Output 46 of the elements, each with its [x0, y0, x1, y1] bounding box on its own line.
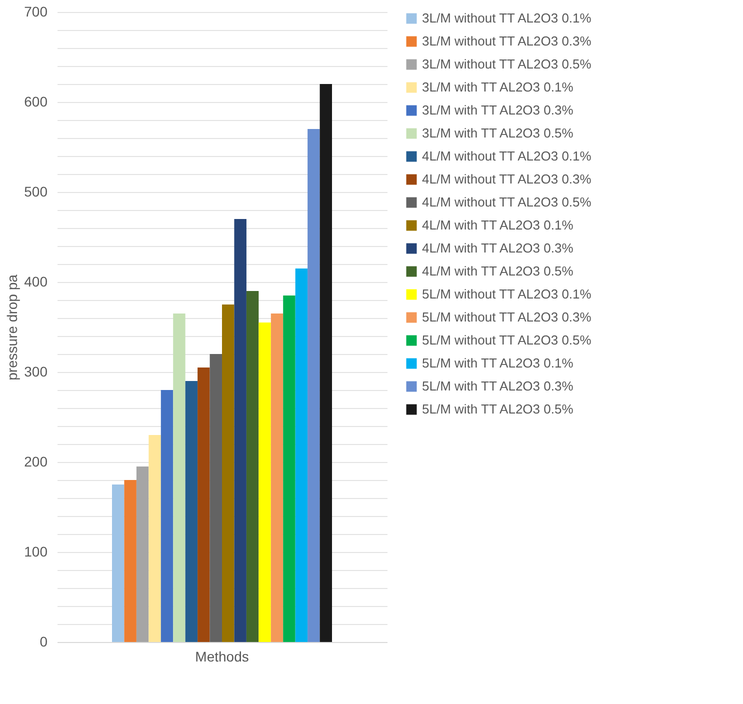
y-axis-title: pressure drop pa [4, 274, 20, 380]
bar [320, 84, 332, 642]
bar [295, 268, 308, 642]
y-tick-label: 700 [24, 4, 48, 20]
bar [160, 390, 174, 642]
bar [258, 322, 271, 642]
bar [148, 435, 161, 642]
y-tick-label: 0 [40, 634, 48, 650]
bar [124, 480, 136, 642]
x-tick-label: Methods [195, 648, 249, 664]
bar [246, 291, 259, 642]
legend-label: 4L/M with TT AL2O3 0.5% [422, 264, 574, 278]
y-tick-label: 500 [24, 184, 48, 200]
bar [308, 129, 320, 642]
y-tick-label: 600 [24, 94, 48, 110]
legend-label: 3L/M with TT AL2O3 0.3% [422, 102, 574, 118]
legend-label: 3L/M without TT AL2O3 0.1% [422, 10, 592, 26]
legend-label: 3L/M with TT AL2O3 0.1% [422, 80, 574, 94]
bar [173, 314, 186, 642]
legend-label: 5L/M without TT AL2O3 0.5% [422, 332, 592, 348]
legend-label: 5L/M with TT AL2O3 0.3% [422, 378, 574, 394]
legend-label: 5L/M with TT AL2O3 0.5% [422, 402, 574, 416]
y-tick-label: 400 [24, 274, 48, 290]
legend-label: 5L/M with TT AL2O3 0.1% [422, 356, 574, 370]
legend-label: 4L/M without TT AL2O3 0.3% [422, 172, 592, 186]
legend-label: 4L/M with TT AL2O3 0.1% [422, 218, 574, 232]
y-tick-label: 100 [24, 544, 48, 560]
y-tick-label: 300 [24, 364, 48, 380]
bar [210, 354, 222, 642]
bar [136, 466, 149, 642]
bar [283, 296, 296, 642]
bar [185, 381, 198, 642]
bar [198, 368, 210, 642]
legend-label: 5L/M without TT AL2O3 0.1% [422, 286, 592, 302]
bar [270, 314, 284, 642]
legend-label: 4L/M without TT AL2O3 0.1% [422, 148, 592, 164]
legend-label: 4L/M without TT AL2O3 0.5% [422, 194, 592, 210]
legend-label: 3L/M without TT AL2O3 0.3% [422, 34, 592, 48]
legend-label: 4L/M with TT AL2O3 0.3% [422, 240, 574, 256]
legend-label: 3L/M without TT AL2O3 0.5% [422, 56, 592, 72]
bar [222, 304, 234, 642]
legend-label: 5L/M without TT AL2O3 0.3% [422, 310, 592, 324]
bar [234, 219, 246, 642]
legend-label: 3L/M with TT AL2O3 0.5% [422, 126, 574, 140]
bar [112, 484, 124, 642]
y-tick-label: 200 [24, 454, 48, 470]
